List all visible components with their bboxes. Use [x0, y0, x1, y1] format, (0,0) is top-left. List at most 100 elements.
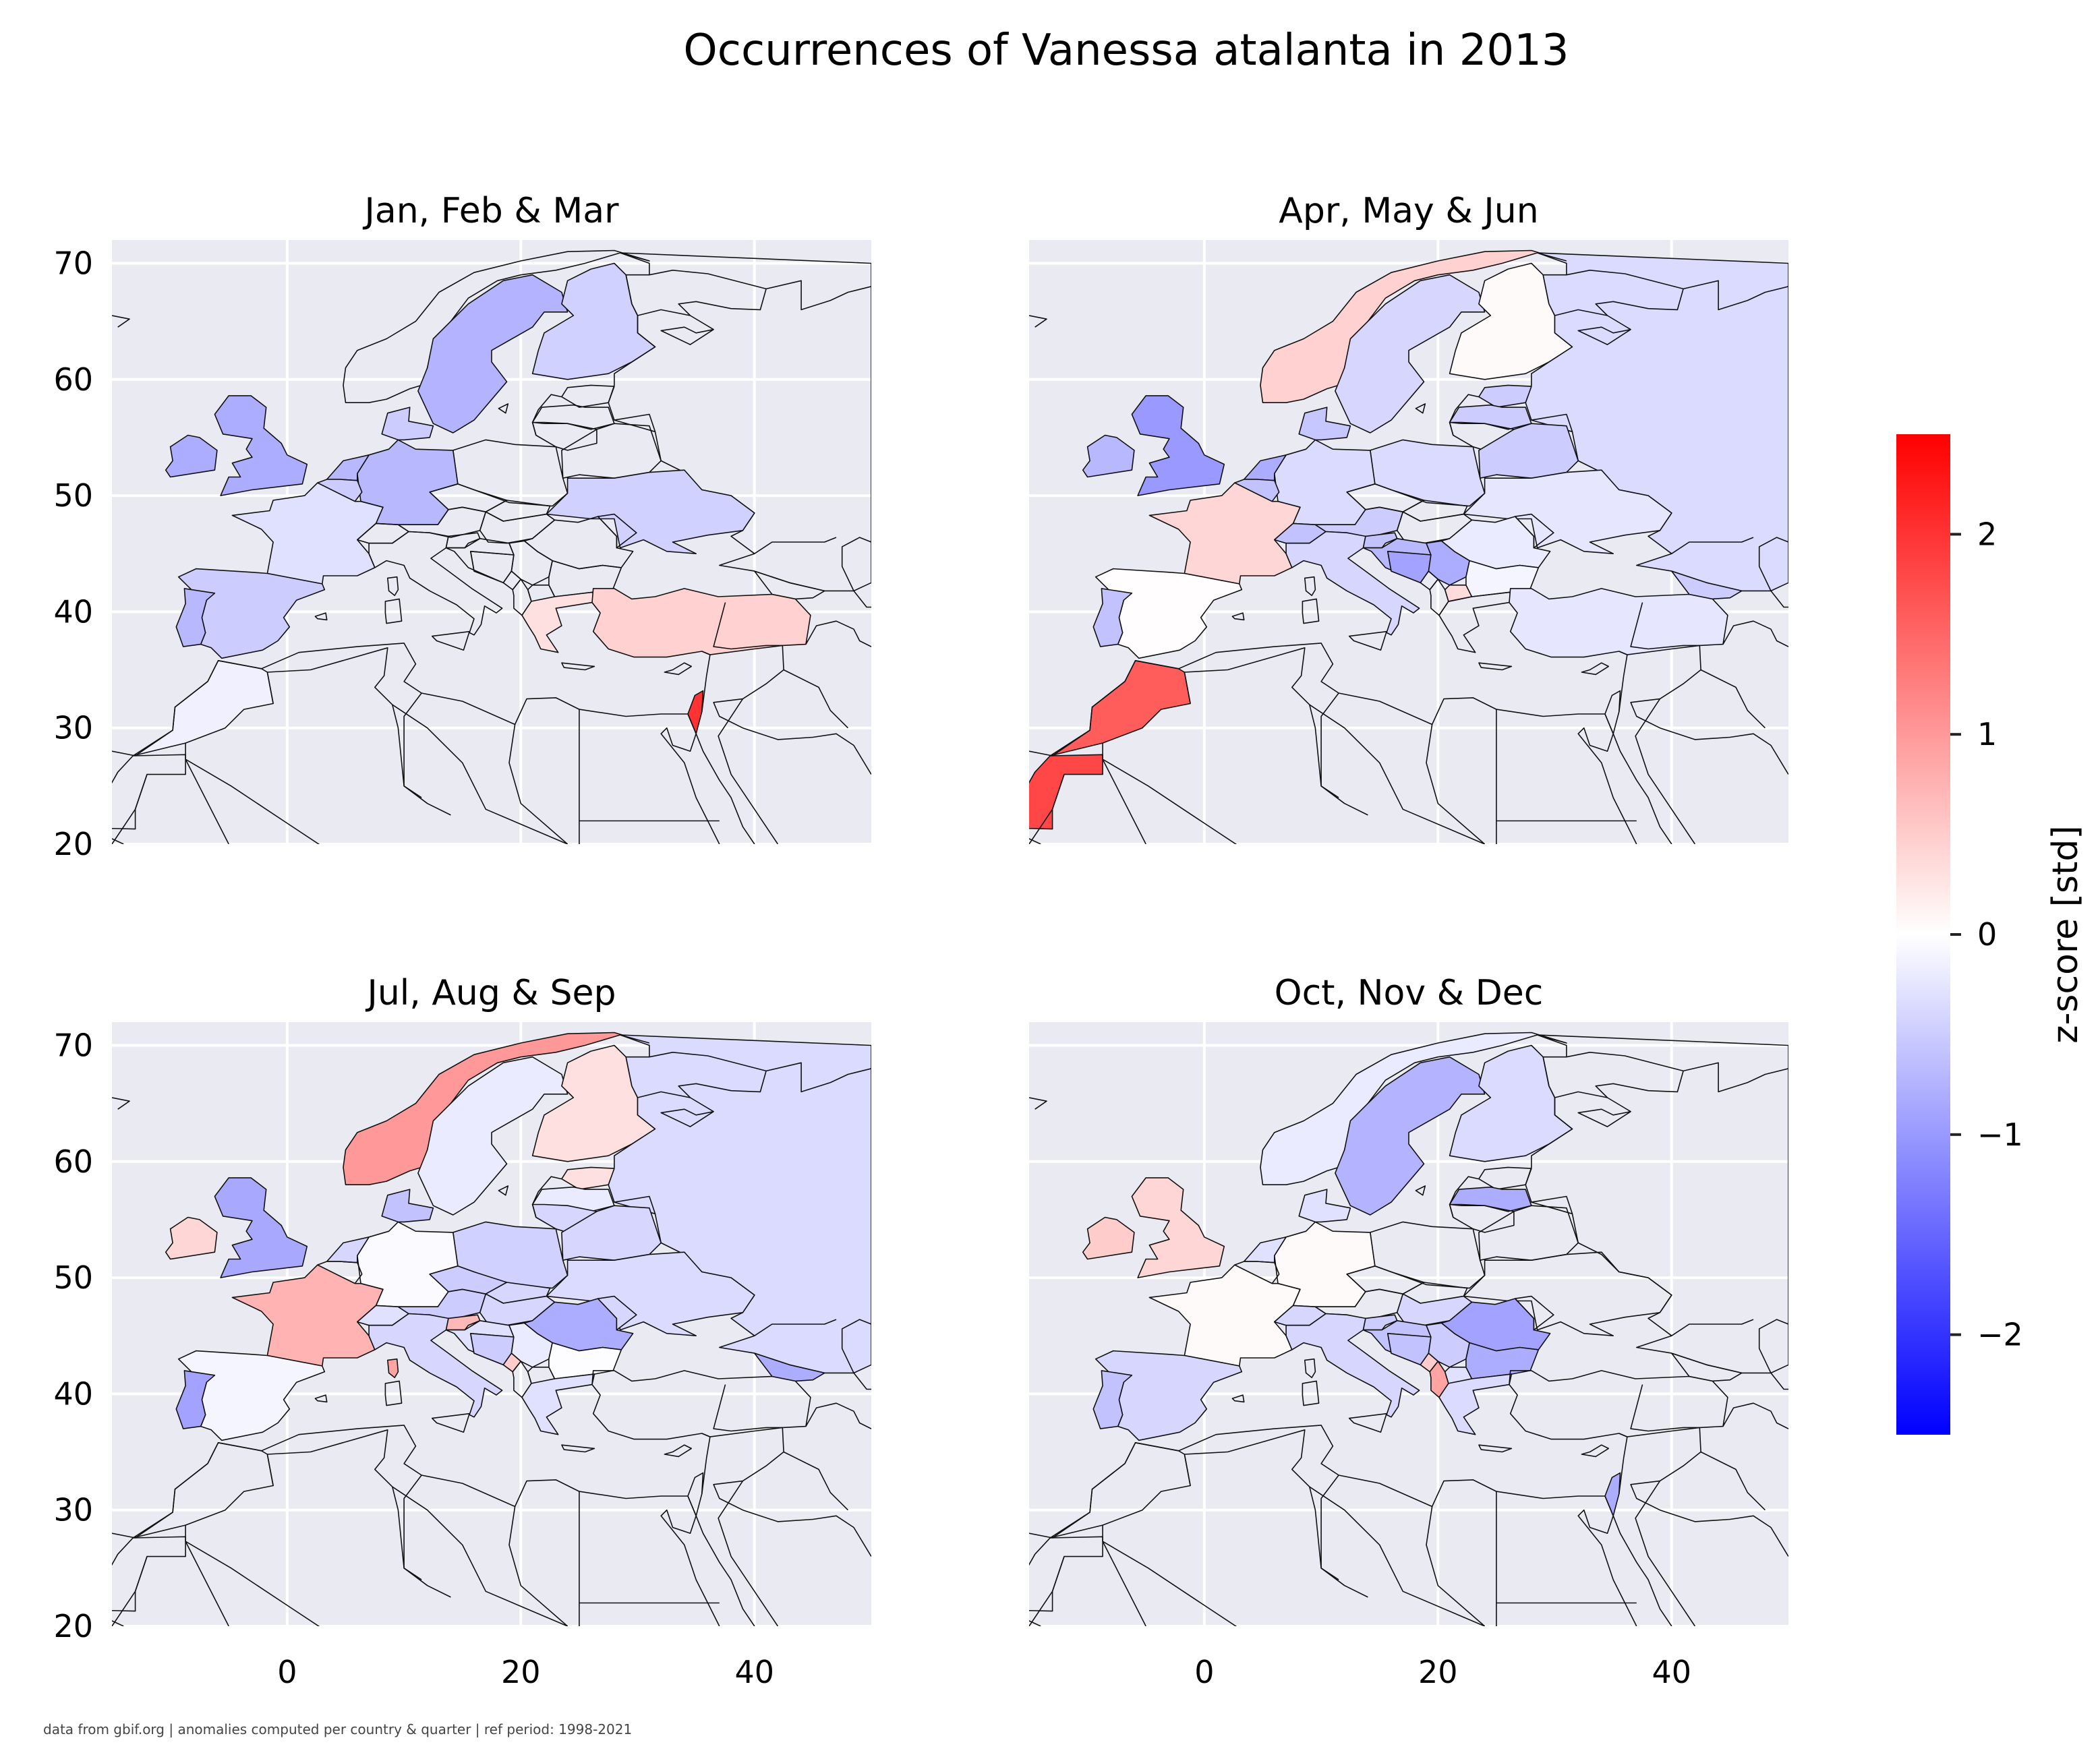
- border-line: [403, 1475, 451, 1598]
- panel-title: Jan, Feb & Mar: [363, 191, 620, 231]
- border-line: [266, 1429, 422, 1580]
- country-sicily: [1348, 630, 1387, 651]
- colorbar-label: z-score [std]: [2045, 825, 2086, 1043]
- country-bulgaria: [548, 1342, 622, 1379]
- border-line: [1309, 1486, 1485, 1626]
- x-tick-label: 0: [277, 1654, 297, 1690]
- country-greece: [1438, 1373, 1513, 1435]
- country-united-kingdom: [214, 1177, 308, 1278]
- border-line: [1554, 1091, 1631, 1127]
- island-outline: [1478, 1444, 1513, 1453]
- border-line: [1566, 269, 1684, 316]
- border-line: [1309, 704, 1485, 844]
- country-lithuania: [531, 421, 597, 451]
- country-italy: [368, 1313, 503, 1418]
- island-outline: [1415, 403, 1426, 414]
- country-belarus: [561, 1205, 662, 1261]
- border-line: [718, 698, 779, 844]
- border-line: [1426, 724, 1486, 844]
- border-line: [1671, 537, 1754, 554]
- country-ukraine: [546, 1251, 755, 1336]
- island-outline: [1415, 1185, 1426, 1196]
- country-ukraine: [1463, 1251, 1672, 1336]
- island-outline: [664, 662, 692, 676]
- border-line: [1671, 1319, 1754, 1336]
- border-line: [1184, 1429, 1339, 1580]
- country-bulgaria: [1465, 1342, 1540, 1379]
- map-panel-3: Jul, Aug & Sep 20 30 40 50 60 70 0 20 40: [53, 973, 871, 1690]
- border-line: [713, 1384, 871, 1557]
- country-latvia: [531, 404, 615, 430]
- country-western-sahara: [112, 1536, 186, 1612]
- country-corsica: [1304, 1358, 1316, 1379]
- x-tick-label: 20: [1418, 1654, 1458, 1690]
- map-panels: Jan, Feb & Mar 20 30 40 50 60 70 Apr, May & Jun…: [53, 191, 1788, 1690]
- border-line: [853, 1372, 871, 1390]
- country-western-sahara: [1029, 1536, 1103, 1612]
- country-moldova: [597, 513, 637, 549]
- y-tick-label: 60: [53, 1143, 93, 1180]
- border-line: [1758, 1319, 1788, 1373]
- country-sardinia: [1302, 1380, 1320, 1406]
- border-line: [1758, 537, 1788, 591]
- country-estonia: [561, 384, 615, 408]
- country-united-kingdom: [214, 395, 308, 496]
- border-line: [1102, 758, 1237, 844]
- country-sweden: [417, 1056, 568, 1216]
- country-western-sahara: [1029, 754, 1103, 830]
- y-tick-label: 20: [53, 826, 93, 862]
- border-line: [637, 309, 714, 345]
- border-line: [1683, 280, 1788, 311]
- border-line: [1722, 1402, 1788, 1429]
- border-line: [1683, 1062, 1788, 1093]
- island-outline: [498, 1185, 509, 1196]
- country-greece: [1438, 591, 1513, 653]
- border-line: [765, 1062, 871, 1093]
- border-line: [392, 1486, 568, 1626]
- border-line: [1029, 1425, 1637, 1626]
- border-line: [112, 1097, 130, 1110]
- border-line: [1029, 838, 1041, 844]
- colorbar-tick-label: 0: [1977, 916, 1997, 953]
- country-sardinia: [384, 598, 403, 624]
- country-georgia: [754, 570, 825, 600]
- border-line: [1449, 1176, 1480, 1218]
- border-line: [783, 669, 848, 729]
- country-moldova: [597, 1295, 637, 1331]
- border-line: [620, 1034, 650, 1044]
- border-line: [1531, 413, 1573, 432]
- border-line: [1531, 1195, 1573, 1214]
- border-line: [1630, 1384, 1788, 1557]
- y-tick-label: 20: [53, 1608, 93, 1644]
- border-line: [1630, 602, 1788, 775]
- country-belarus: [1478, 1205, 1579, 1261]
- border-line: [805, 1402, 871, 1429]
- border-line: [1102, 1541, 1237, 1626]
- y-tick-label: 40: [53, 1375, 93, 1412]
- border-line: [266, 647, 422, 798]
- country-greece: [521, 591, 595, 653]
- border-line: [695, 1516, 755, 1626]
- island-outline: [1478, 662, 1513, 671]
- country-western-sahara: [112, 754, 186, 830]
- border-line: [637, 1091, 714, 1127]
- island-outline: [314, 612, 328, 621]
- panel-title: Jul, Aug & Sep: [366, 973, 616, 1013]
- y-tick-label: 70: [53, 245, 93, 281]
- country-portugal: [175, 588, 216, 647]
- border-line: [765, 280, 871, 311]
- border-line: [1029, 643, 1637, 844]
- map-panel-4: Oct, Nov & Dec 0 20 40: [1029, 973, 1788, 1690]
- island-outline: [561, 1444, 595, 1453]
- country-sicily: [431, 1412, 470, 1433]
- border-line: [1029, 1620, 1041, 1626]
- figure-title: Occurrences of Vanessa atalanta in 2013: [683, 26, 1569, 76]
- country-portugal: [1092, 588, 1133, 647]
- country-corsica: [1304, 576, 1316, 597]
- border-line: [614, 1195, 656, 1214]
- country-sweden: [417, 274, 568, 434]
- border-line: [1537, 1034, 1567, 1044]
- country-georgia: [754, 1352, 825, 1382]
- border-line: [508, 1506, 568, 1626]
